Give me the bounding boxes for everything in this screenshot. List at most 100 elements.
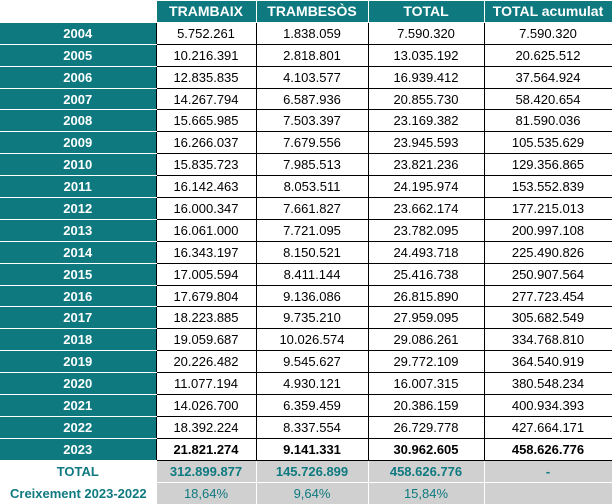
table-row: 2011 16.142.463 8.053.511 24.195.974 153.552…	[0, 175, 612, 199]
total-cell: 29.772.109	[367, 350, 485, 374]
total-cell: 25.416.738	[367, 262, 485, 286]
trambesos-cell: 8.150.521	[255, 240, 369, 264]
trambaix-cell: 11.077.194	[155, 372, 257, 396]
acumulat-cell: 427.664.171	[483, 415, 612, 439]
acumulat-cell: 400.934.393	[483, 394, 612, 417]
year-cell: 2006	[0, 65, 156, 89]
year-cell: 2022	[0, 415, 156, 439]
trambesos-cell: 7.503.397	[255, 109, 369, 133]
acumulat-cell: 81.590.036	[483, 109, 612, 133]
trambesos-cell: 7.985.513	[255, 153, 369, 177]
total-cell: 16.007.315	[367, 372, 485, 396]
trambesos-cell: 7.661.827	[255, 197, 369, 220]
year-cell: 2007	[0, 87, 156, 111]
year-cell: 2004	[0, 21, 156, 45]
trambaix-cell: 16.266.037	[155, 131, 257, 155]
header-row: TRAMBAIX TRAMBESÒS TOTAL TOTAL acumulat	[0, 0, 612, 23]
table-row: 2018 19.059.687 10.026.574 29.086.261 334.76…	[0, 328, 612, 352]
year-cell: 2016	[0, 284, 156, 308]
total-cell: 20.855.730	[367, 87, 485, 111]
header-trambaix: TRAMBAIX	[155, 0, 257, 23]
trambaix-cell: 15.835.723	[155, 153, 257, 177]
trambesos-cell: 9.141.331	[255, 437, 369, 461]
totals-total: 458.626.776	[368, 459, 485, 483]
growth-total: 15,84%	[368, 481, 485, 504]
trambesos-cell: 1.838.059	[255, 21, 369, 45]
acumulat-cell: 200.997.108	[483, 218, 612, 242]
table-row: 2015 17.005.594 8.411.144 25.416.738 250.907…	[0, 262, 612, 286]
total-cell: 26.815.890	[367, 284, 485, 308]
totals-row: TOTAL 312.899.877 145.726.899 458.626.77…	[0, 459, 612, 483]
year-cell: 2015	[0, 262, 156, 286]
year-cell: 2017	[0, 306, 156, 330]
year-cell: 2012	[0, 197, 156, 220]
total-cell: 7.590.320	[367, 21, 485, 45]
trambaix-cell: 21.821.274	[155, 437, 257, 461]
total-cell: 23.945.593	[367, 131, 485, 155]
year-cell: 2008	[0, 109, 156, 133]
acumulat-cell: 458.626.776	[483, 437, 612, 461]
totals-trambaix: 312.899.877	[156, 459, 257, 483]
total-cell: 23.821.236	[367, 153, 485, 177]
table-row: 2006 12.835.835 4.103.577 16.939.412 37.564.…	[0, 65, 612, 89]
acumulat-cell: 58.420.654	[483, 87, 612, 111]
table-row: 2019 20.226.482 9.545.627 29.772.109 364.540…	[0, 350, 612, 374]
table-row: 2005 10.216.391 2.818.801 13.035.192 20.625.…	[0, 43, 612, 67]
total-cell: 20.386.159	[367, 394, 485, 417]
trambaix-cell: 18.392.224	[155, 415, 257, 439]
totals-acumulat: -	[484, 459, 612, 483]
header-corner	[0, 0, 156, 23]
trambesos-cell: 9.735.210	[255, 306, 369, 330]
table-row: 2020 11.077.194 4.930.121 16.007.315 380.548…	[0, 372, 612, 396]
total-cell: 27.959.095	[367, 306, 485, 330]
trambesos-cell: 7.721.095	[255, 218, 369, 242]
trambaix-cell: 16.061.000	[155, 218, 257, 242]
header-trambesos: TRAMBESÒS	[255, 0, 369, 23]
header-total-acumulat: TOTAL acumulat	[483, 0, 612, 23]
trambaix-cell: 16.343.197	[155, 240, 257, 264]
trambaix-cell: 14.026.700	[155, 394, 257, 417]
table-row: 2004 5.752.261 1.838.059 7.590.320 7.590.320	[0, 21, 612, 45]
year-cell: 2023	[0, 437, 156, 461]
growth-row: Creixement 2023-2022 18,64% 9,64% 15,84%	[0, 481, 612, 504]
year-cell: 2019	[0, 350, 156, 374]
trambesos-cell: 8.337.554	[255, 415, 369, 439]
acumulat-cell: 305.682.549	[483, 306, 612, 330]
total-cell: 29.086.261	[367, 328, 485, 352]
year-cell: 2005	[0, 43, 156, 67]
year-cell: 2010	[0, 153, 156, 177]
trambaix-cell: 17.005.594	[155, 262, 257, 286]
table-row: 2008 15.665.985 7.503.397 23.169.382 81.590.…	[0, 109, 612, 133]
trambaix-cell: 16.142.463	[155, 175, 257, 199]
year-cell: 2021	[0, 394, 156, 417]
acumulat-cell: 334.768.810	[483, 328, 612, 352]
header-total: TOTAL	[367, 0, 485, 23]
year-cell: 2018	[0, 328, 156, 352]
total-cell: 23.169.382	[367, 109, 485, 133]
trambaix-cell: 12.835.835	[155, 65, 257, 89]
growth-label: Creixement 2023-2022	[0, 481, 157, 504]
total-cell: 26.729.778	[367, 415, 485, 439]
trambaix-cell: 20.226.482	[155, 350, 257, 374]
acumulat-cell: 153.552.839	[483, 175, 612, 199]
trambaix-cell: 10.216.391	[155, 43, 257, 67]
growth-acumulat	[484, 481, 612, 504]
acumulat-cell: 364.540.919	[483, 350, 612, 374]
total-cell: 13.035.192	[367, 43, 485, 67]
trambaix-cell: 18.223.885	[155, 306, 257, 330]
table-row: 2014 16.343.197 8.150.521 24.493.718 225.490…	[0, 240, 612, 264]
growth-trambaix: 18,64%	[156, 481, 257, 504]
total-cell: 16.939.412	[367, 65, 485, 89]
trambesos-cell: 4.930.121	[255, 372, 369, 396]
table-row: 2021 14.026.700 6.359.459 20.386.159 400.934…	[0, 394, 612, 417]
trambaix-cell: 16.000.347	[155, 197, 257, 220]
table-row: 2012 16.000.347 7.661.827 23.662.174 177.215…	[0, 197, 612, 220]
trambaix-cell: 19.059.687	[155, 328, 257, 352]
trambesos-cell: 8.411.144	[255, 262, 369, 286]
trambaix-cell: 15.665.985	[155, 109, 257, 133]
total-cell: 24.195.974	[367, 175, 485, 199]
acumulat-cell: 225.490.826	[483, 240, 612, 264]
trambesos-cell: 10.026.574	[255, 328, 369, 352]
table-row: 2016 17.679.804 9.136.086 26.815.890 277.723…	[0, 284, 612, 308]
table-body: 2004 5.752.261 1.838.059 7.590.320 7.590.320…	[0, 21, 612, 461]
